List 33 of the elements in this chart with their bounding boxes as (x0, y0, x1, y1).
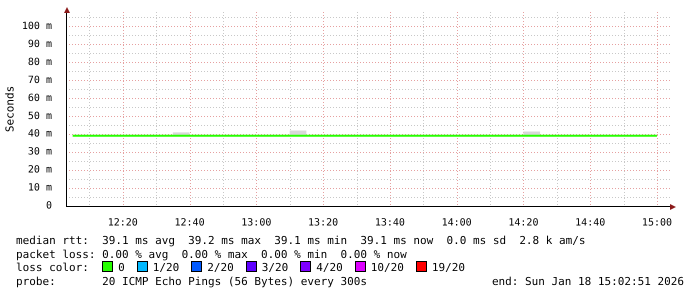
legend-label: 19/20 (432, 261, 465, 274)
text: probe: 20 ICMP Echo Pings (56 Bytes) every 300s (16, 274, 367, 288)
x-tick-label: 12:20 (108, 218, 138, 229)
x-tick-label: 13:20 (308, 218, 338, 229)
y-tick-label: 90 m (28, 38, 52, 50)
x-tick-label: 15:00 (642, 218, 672, 229)
y-tick-label: 100 m (22, 20, 52, 32)
y-tick-label: 70 m (28, 74, 52, 86)
text: packet loss: 0.00 % avg 0.00 % max 0.00 % min 0.00 % now (16, 248, 408, 261)
y-tick-label: 60 m (28, 92, 52, 104)
legend-label: 4/20 (316, 261, 343, 274)
y-tick-label: 40 m (28, 128, 52, 140)
y-tick-label: 30 m (28, 146, 52, 158)
legend-label: 3/20 (262, 261, 288, 274)
y-tick-label: 10 m (28, 182, 52, 194)
text: median rtt: 39.1 ms avg 39.2 ms max 39.1 ms min 39.1 ms now 0.0 ms sd 2.8 k am/s (16, 234, 587, 248)
legend-label: 0 (118, 261, 125, 274)
legend-title: loss color: (16, 261, 90, 274)
y-tick-label: 20 m (28, 164, 52, 176)
x-tick-label: 12:40 (174, 218, 205, 229)
x-tick-label: 14:40 (575, 218, 606, 229)
legend-label: 2/20 (207, 261, 234, 274)
legend-label: 1/20 (152, 261, 180, 274)
y-tick-label: 0 (46, 200, 52, 212)
text: end: Sun Jan 18 15:02:51 2026 (492, 274, 684, 288)
x-tick-label: 14:00 (442, 218, 472, 229)
x-tick-label: 14:20 (508, 218, 538, 229)
legend-label: 10/20 (370, 261, 404, 274)
x-tick-label: 13:40 (374, 218, 405, 229)
y-axis-title: Seconds (3, 86, 16, 132)
y-tick-label: 80 m (28, 56, 52, 68)
y-tick-label: 50 m (28, 110, 52, 122)
x-tick-label: 13:00 (241, 218, 272, 229)
